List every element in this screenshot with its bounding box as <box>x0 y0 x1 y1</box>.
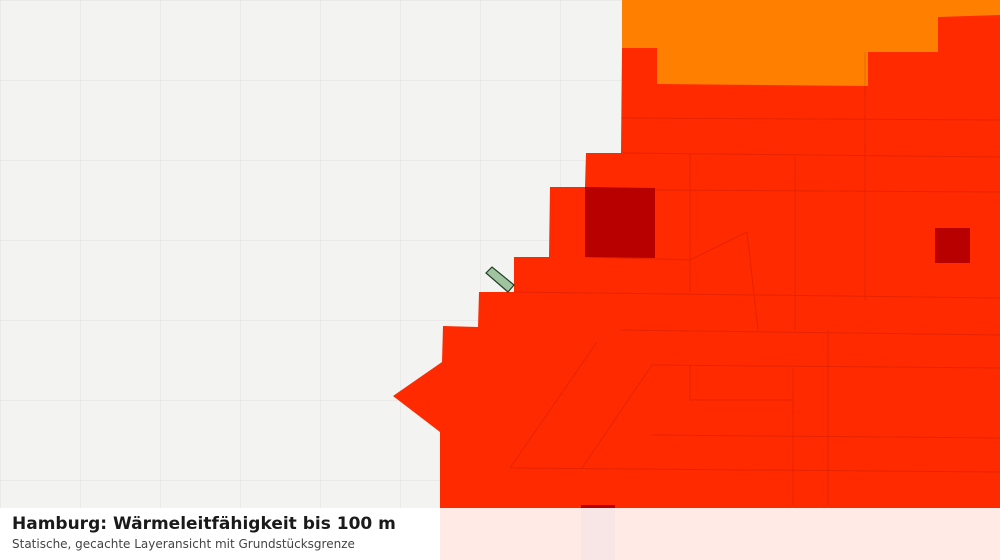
map-title: Hamburg: Wärmeleitfähigkeit bis 100 m <box>12 514 396 534</box>
heat-zone-medium <box>622 0 1000 86</box>
heat-cell-lines <box>509 52 1000 505</box>
map-subtitle: Statische, gecachte Layeransicht mit Gru… <box>12 537 355 551</box>
caption-panel-overlay <box>440 508 1000 560</box>
parcel-boundary <box>485 266 515 293</box>
caption-panel <box>0 508 440 560</box>
heat-zone-very-high <box>585 187 655 258</box>
heat-zone-high <box>393 0 1000 560</box>
heat-zone-very-high <box>935 228 970 263</box>
